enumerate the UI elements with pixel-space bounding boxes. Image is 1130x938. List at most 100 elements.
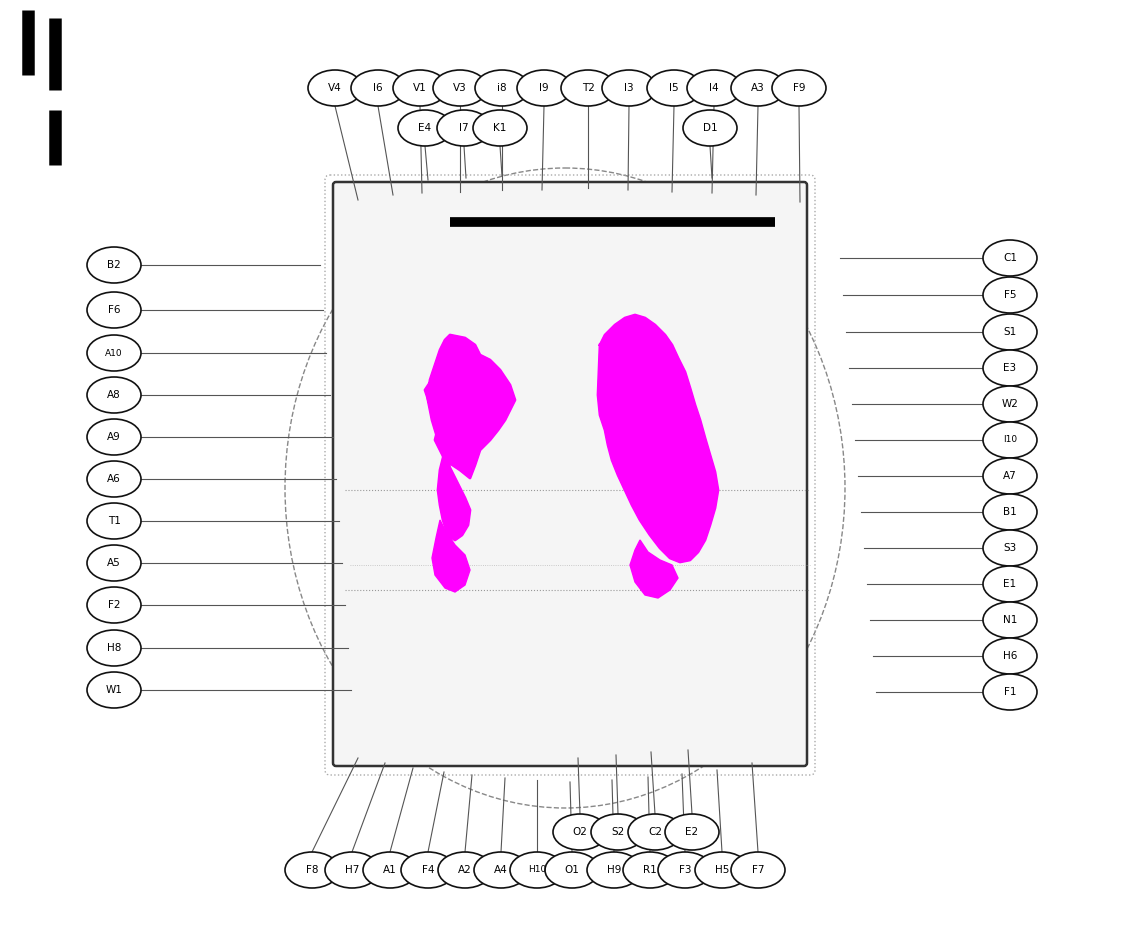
Ellipse shape [87, 292, 141, 328]
Ellipse shape [437, 110, 492, 146]
Ellipse shape [560, 70, 615, 106]
Text: i8: i8 [497, 83, 507, 93]
Ellipse shape [983, 638, 1037, 674]
Ellipse shape [87, 247, 141, 283]
Polygon shape [598, 315, 718, 562]
Text: H5: H5 [715, 865, 729, 875]
Text: N1: N1 [1002, 615, 1017, 625]
Ellipse shape [983, 386, 1037, 422]
Ellipse shape [87, 335, 141, 371]
Ellipse shape [983, 566, 1037, 602]
Polygon shape [631, 540, 678, 598]
Text: T1: T1 [107, 516, 121, 526]
Text: I10: I10 [1003, 435, 1017, 445]
Text: F4: F4 [421, 865, 434, 875]
Text: H6: H6 [1002, 651, 1017, 661]
Text: B1: B1 [1003, 507, 1017, 517]
Ellipse shape [325, 852, 379, 888]
Text: C1: C1 [1003, 253, 1017, 263]
Ellipse shape [983, 422, 1037, 458]
Ellipse shape [628, 814, 683, 850]
Ellipse shape [518, 70, 571, 106]
Polygon shape [432, 520, 470, 592]
Ellipse shape [398, 110, 452, 146]
Ellipse shape [983, 494, 1037, 530]
Text: F3: F3 [679, 865, 692, 875]
Ellipse shape [308, 70, 362, 106]
Ellipse shape [983, 277, 1037, 313]
Text: H7: H7 [345, 865, 359, 875]
Text: F8: F8 [306, 865, 319, 875]
FancyBboxPatch shape [333, 182, 807, 766]
Text: S2: S2 [611, 827, 625, 837]
Text: H8: H8 [107, 643, 121, 653]
Text: A3: A3 [751, 83, 765, 93]
Ellipse shape [87, 461, 141, 497]
Ellipse shape [658, 852, 712, 888]
Text: F7: F7 [751, 865, 764, 875]
Ellipse shape [983, 240, 1037, 276]
Ellipse shape [983, 314, 1037, 350]
Ellipse shape [647, 70, 701, 106]
Text: R1: R1 [643, 865, 657, 875]
Text: F2: F2 [107, 600, 120, 610]
Ellipse shape [772, 70, 826, 106]
Ellipse shape [473, 852, 528, 888]
Text: F1: F1 [1003, 687, 1016, 697]
Ellipse shape [983, 350, 1037, 386]
Ellipse shape [695, 852, 749, 888]
Text: I5: I5 [669, 83, 679, 93]
Text: A1: A1 [383, 865, 397, 875]
Ellipse shape [510, 852, 564, 888]
Text: B2: B2 [107, 260, 121, 270]
Text: O2: O2 [573, 827, 588, 837]
Text: E4: E4 [418, 123, 432, 133]
Ellipse shape [602, 70, 657, 106]
Text: F6: F6 [107, 305, 120, 315]
Ellipse shape [87, 672, 141, 708]
Polygon shape [425, 335, 515, 540]
Text: A2: A2 [458, 865, 472, 875]
Ellipse shape [351, 70, 405, 106]
Text: V3: V3 [453, 83, 467, 93]
Ellipse shape [664, 814, 719, 850]
Ellipse shape [87, 419, 141, 455]
Ellipse shape [731, 852, 785, 888]
Text: V1: V1 [414, 83, 427, 93]
Text: S1: S1 [1003, 327, 1017, 337]
Ellipse shape [623, 852, 677, 888]
Text: I4: I4 [710, 83, 719, 93]
Text: C2: C2 [647, 827, 662, 837]
Text: I9: I9 [539, 83, 549, 93]
Text: W1: W1 [105, 685, 122, 695]
Ellipse shape [475, 70, 529, 106]
Text: O1: O1 [565, 865, 580, 875]
Text: S3: S3 [1003, 543, 1017, 553]
Text: A5: A5 [107, 558, 121, 568]
Ellipse shape [285, 852, 339, 888]
Ellipse shape [433, 70, 487, 106]
Text: A10: A10 [105, 349, 123, 357]
Ellipse shape [87, 503, 141, 539]
Ellipse shape [586, 852, 641, 888]
Text: K1: K1 [494, 123, 506, 133]
Text: W2: W2 [1001, 399, 1018, 409]
Ellipse shape [87, 377, 141, 413]
Text: A6: A6 [107, 474, 121, 484]
Text: I6: I6 [373, 83, 383, 93]
Text: A4: A4 [494, 865, 507, 875]
Text: V4: V4 [328, 83, 342, 93]
Ellipse shape [87, 587, 141, 623]
Ellipse shape [687, 70, 741, 106]
Ellipse shape [731, 70, 785, 106]
Text: I3: I3 [624, 83, 634, 93]
Text: A9: A9 [107, 432, 121, 442]
Text: F5: F5 [1003, 290, 1016, 300]
Ellipse shape [545, 852, 599, 888]
Text: D1: D1 [703, 123, 718, 133]
Ellipse shape [983, 458, 1037, 494]
Ellipse shape [363, 852, 417, 888]
Ellipse shape [401, 852, 455, 888]
Text: H10: H10 [528, 866, 546, 874]
Text: A7: A7 [1003, 471, 1017, 481]
